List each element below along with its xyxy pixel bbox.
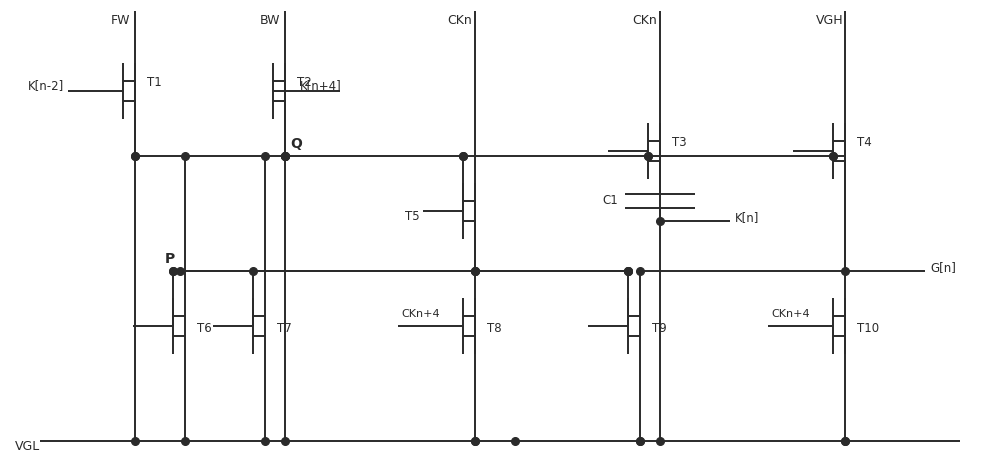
Text: T8: T8 [487, 323, 502, 336]
Text: VGH: VGH [816, 14, 844, 28]
Text: VGL: VGL [15, 439, 40, 453]
Text: C1: C1 [602, 195, 618, 208]
Text: CKn: CKn [448, 14, 472, 28]
Text: T1: T1 [147, 77, 162, 89]
Text: Q: Q [290, 137, 302, 151]
Text: K[n]: K[n] [735, 211, 759, 225]
Text: T6: T6 [197, 323, 212, 336]
Text: BW: BW [260, 14, 280, 28]
Text: T9: T9 [652, 323, 667, 336]
Text: CKn: CKn [633, 14, 657, 28]
Text: CKn+4: CKn+4 [401, 309, 440, 319]
Text: T10: T10 [857, 323, 879, 336]
Text: CKn+4: CKn+4 [771, 309, 810, 319]
Text: T7: T7 [277, 323, 292, 336]
Text: FW: FW [110, 14, 130, 28]
Text: T5: T5 [405, 209, 420, 222]
Text: K[n+4]: K[n+4] [300, 79, 342, 92]
Text: T4: T4 [857, 137, 872, 149]
Text: K[n-2]: K[n-2] [28, 79, 64, 92]
Text: T3: T3 [672, 137, 687, 149]
Text: P: P [165, 252, 175, 266]
Text: T2: T2 [297, 77, 312, 89]
Text: G[n]: G[n] [930, 261, 956, 275]
